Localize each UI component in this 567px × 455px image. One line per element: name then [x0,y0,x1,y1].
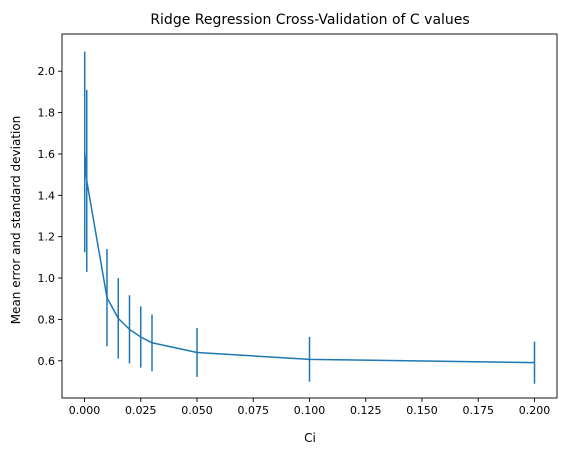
y-tick-label: 1.8 [38,107,56,120]
series-layer [83,51,536,384]
x-tick-label: 0.125 [350,404,382,417]
x-tick-label: 0.075 [238,404,270,417]
x-tick-label: 0.175 [463,404,495,417]
y-axis-label: Mean error and standard deviation [9,116,23,325]
x-tick-label: 0.000 [69,404,101,417]
y-tick-label: 1.2 [38,231,56,244]
x-tick-label: 0.100 [294,404,326,417]
x-tick-label: 0.150 [406,404,438,417]
x-tick-label: 0.050 [181,404,213,417]
x-axis-ticks: 0.000 0.025 0.050 0.075 0.100 0.125 0.150 0.175… [69,398,551,417]
y-tick-label: 2.0 [38,65,56,78]
series-line [83,151,535,364]
y-tick-label: 0.6 [38,355,56,368]
y-axis-ticks: 0.6 0.8 1.0 1.2 1.4 1.6 1.8 2.0 [38,65,62,368]
y-tick-label: 0.8 [38,313,56,326]
plot-background [62,10,557,398]
y-tick-label: 1.6 [38,148,56,161]
x-tick-label: 0.200 [519,404,551,417]
plot-frame [61,33,558,399]
chart-title: Ridge Regression Cross-Validation of C v… [150,12,469,28]
x-tick-label: 0.025 [125,404,157,417]
x-axis-label: Ci [304,431,316,445]
y-tick-label: 1.4 [38,189,56,202]
y-tick-label: 1.0 [38,272,56,285]
